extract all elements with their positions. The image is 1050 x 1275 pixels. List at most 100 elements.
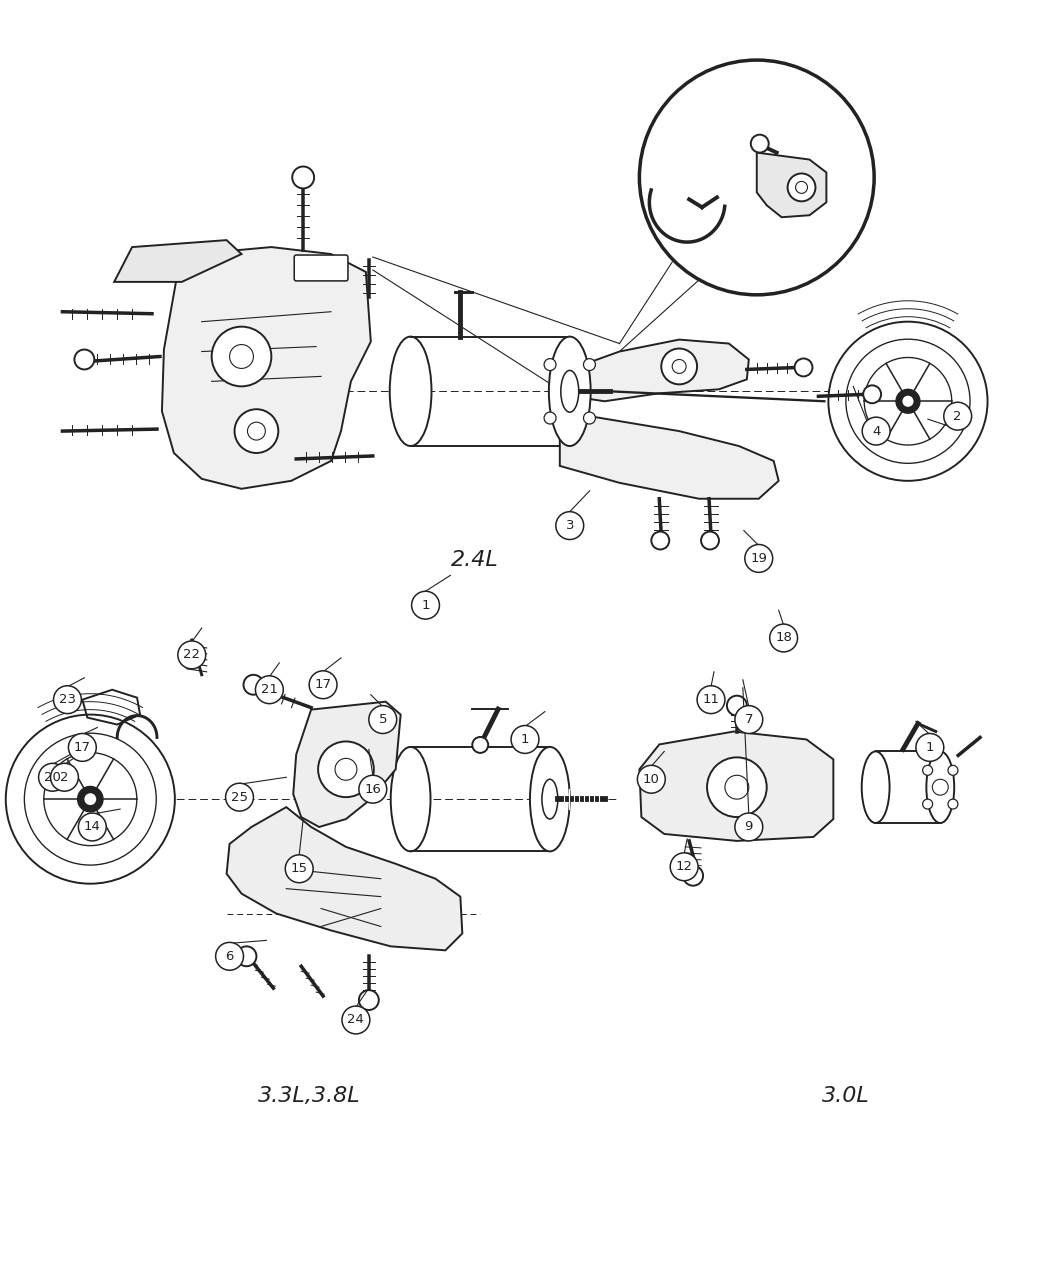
Circle shape [342,1006,370,1034]
Circle shape [751,135,769,153]
Circle shape [244,674,264,695]
Circle shape [795,358,813,376]
Circle shape [84,793,97,805]
Text: 2: 2 [60,771,68,784]
Ellipse shape [926,751,954,824]
Text: 18: 18 [775,631,792,644]
Text: 25: 25 [231,790,248,803]
Circle shape [863,385,881,403]
Text: 4: 4 [872,425,880,437]
Text: 17: 17 [74,741,91,754]
Text: 5: 5 [378,713,387,725]
Text: 19: 19 [751,552,768,565]
Text: 3.0L: 3.0L [822,1085,870,1105]
Circle shape [511,725,539,754]
Circle shape [584,358,595,371]
FancyBboxPatch shape [294,255,348,280]
Circle shape [5,714,175,884]
Circle shape [68,733,97,761]
Circle shape [359,775,386,803]
Circle shape [318,742,374,797]
Polygon shape [227,807,462,950]
Circle shape [923,799,932,810]
Circle shape [923,765,932,775]
Circle shape [236,946,256,966]
Circle shape [948,799,958,810]
Circle shape [309,671,337,699]
Circle shape [770,623,798,652]
Circle shape [916,733,944,761]
Polygon shape [293,701,401,827]
Ellipse shape [862,751,889,824]
Circle shape [292,167,314,189]
Ellipse shape [390,337,432,446]
Circle shape [359,991,379,1010]
Text: 17: 17 [315,678,332,691]
Text: 11: 11 [702,694,719,706]
Circle shape [369,705,397,733]
Circle shape [177,641,206,669]
Circle shape [544,358,556,371]
Ellipse shape [530,747,570,852]
Circle shape [50,764,79,792]
Circle shape [670,853,698,881]
Circle shape [78,787,103,812]
Polygon shape [162,247,371,488]
Circle shape [697,686,724,714]
Circle shape [39,764,66,792]
Circle shape [637,765,666,793]
Circle shape [412,592,440,620]
Text: 14: 14 [84,821,101,834]
Circle shape [707,757,766,817]
Text: 15: 15 [291,862,308,875]
Text: 1: 1 [421,599,429,612]
Text: 1: 1 [926,741,934,754]
Ellipse shape [391,747,430,852]
Circle shape [212,326,271,386]
Circle shape [948,765,958,775]
Circle shape [226,783,253,811]
Circle shape [286,854,313,882]
Text: 3.3L,3.8L: 3.3L,3.8L [258,1085,360,1105]
Polygon shape [757,153,826,217]
Ellipse shape [549,337,591,446]
Circle shape [902,395,913,407]
Text: 21: 21 [260,683,278,696]
Circle shape [639,60,875,295]
Text: 2: 2 [953,409,962,423]
Circle shape [744,544,773,572]
Circle shape [896,389,920,413]
Circle shape [684,866,704,886]
Circle shape [788,173,816,201]
Circle shape [862,417,890,445]
Circle shape [701,532,719,550]
Circle shape [255,676,284,704]
Ellipse shape [561,371,579,412]
Circle shape [828,321,988,481]
Text: 1: 1 [521,733,529,746]
Text: 23: 23 [59,694,76,706]
Circle shape [234,409,278,453]
Ellipse shape [542,779,558,819]
Circle shape [944,402,971,430]
Polygon shape [560,412,779,499]
Circle shape [75,349,94,370]
Circle shape [735,813,762,842]
Circle shape [727,696,747,715]
Text: 3: 3 [566,519,574,532]
Text: 16: 16 [364,783,381,796]
Circle shape [555,511,584,539]
Polygon shape [639,732,834,842]
Polygon shape [570,339,749,402]
Circle shape [584,412,595,425]
Text: 12: 12 [675,861,693,873]
Circle shape [651,532,669,550]
Polygon shape [114,240,242,282]
Circle shape [215,942,244,970]
Circle shape [79,813,106,842]
Text: 9: 9 [744,821,753,834]
Text: 6: 6 [226,950,234,963]
Circle shape [54,686,81,714]
Text: 22: 22 [184,649,201,662]
Circle shape [544,412,556,425]
